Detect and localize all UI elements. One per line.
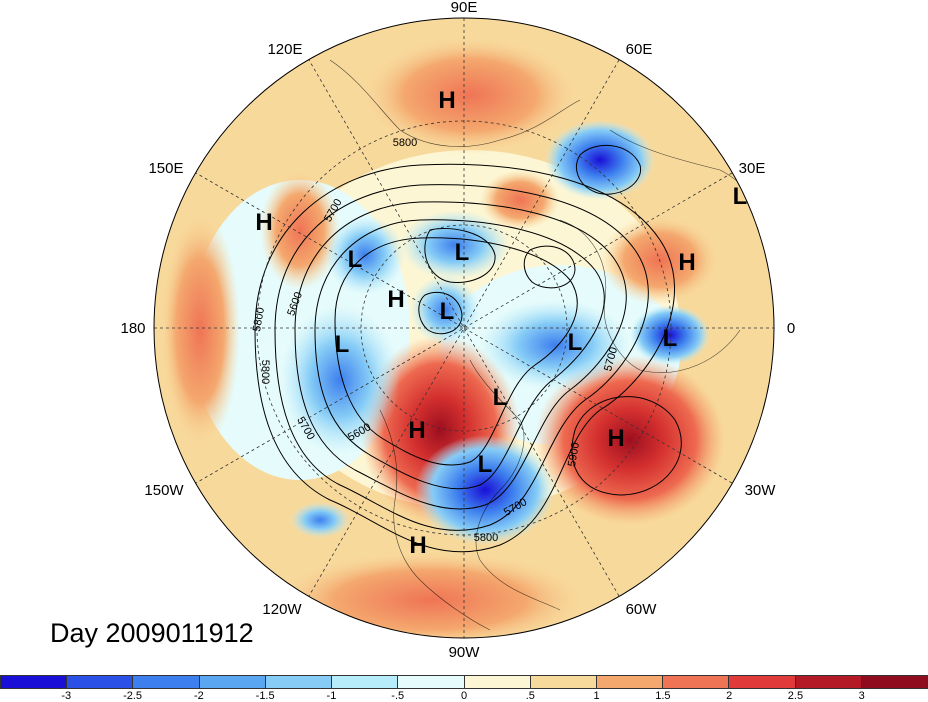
low-center: L — [493, 384, 508, 411]
colorbar-tick-label: -1 — [326, 690, 337, 702]
colorbar-tick-label: -2.5 — [123, 690, 143, 702]
colorbar-swatch — [332, 675, 399, 689]
high-center: H — [255, 209, 272, 236]
label-60e: 60E — [626, 41, 653, 58]
high-center: H — [607, 425, 624, 452]
low-center: L — [663, 325, 678, 352]
low-center: L — [440, 298, 455, 325]
high-center: H — [409, 532, 426, 559]
contour-label: 5800 — [474, 532, 498, 544]
colorbar — [0, 675, 928, 689]
map-border — [153, 17, 775, 639]
pressure-centers: H L H L L H L L H L L H L H L H — [255, 87, 747, 559]
low-center: L — [568, 329, 583, 356]
label-180: 180 — [120, 320, 145, 337]
label-0: 0 — [787, 320, 795, 337]
label-60w: 60W — [626, 601, 658, 618]
contour-label: 5800 — [393, 137, 417, 149]
colorbar-swatch — [398, 675, 465, 689]
label-30e: 30E — [739, 160, 766, 177]
low-center: L — [455, 239, 470, 266]
label-150w: 150W — [144, 482, 184, 499]
label-120e: 120E — [267, 41, 302, 58]
colorbar-tick-label: 3 — [858, 690, 865, 702]
label-90w: 90W — [449, 644, 481, 661]
anomaly-field — [154, 18, 774, 638]
colorbar-swatch — [795, 675, 862, 689]
colorbar-swatch — [265, 675, 333, 689]
high-center: H — [408, 417, 425, 444]
colorbar-tick-label: -3 — [61, 690, 72, 702]
longitude-labels: 90E 60E 30E 0 30W 60W 90W 120W 150W 180 … — [120, 0, 795, 661]
low-center: L — [478, 451, 493, 478]
low-center: L — [733, 183, 748, 210]
low-center: L — [335, 331, 350, 358]
colorbar-tick-label: 0 — [460, 690, 468, 702]
colorbar-tick-label: 1.5 — [655, 690, 671, 702]
colorbar-swatch — [133, 675, 200, 689]
contour-label: 5800 — [251, 306, 267, 332]
colorbar-swatch — [67, 675, 134, 689]
high-center: H — [438, 87, 455, 114]
height-contours — [254, 144, 682, 553]
label-150e: 150E — [148, 160, 183, 177]
colorbar-tick-label: -.5 — [391, 690, 405, 702]
map-title: Day 2009011912 — [50, 618, 254, 648]
label-120w: 120W — [262, 601, 302, 618]
colorbar-swatch — [199, 675, 266, 689]
colorbar-tick-label: 1 — [593, 690, 600, 702]
colorbar-tick-label: -1.5 — [255, 690, 275, 702]
colorbar-swatch — [729, 675, 796, 689]
label-30w: 30W — [745, 482, 777, 499]
graticule — [154, 18, 774, 638]
colorbar-tick-labels: -3 -2.5 -2 -1.5 -1 -.5 0 .5 1 1.5 2 2.5 3 — [0, 689, 928, 702]
colorbar-swatch — [596, 675, 664, 689]
high-center: H — [678, 249, 695, 276]
colorbar-swatch — [464, 675, 531, 689]
colorbar-tick-label: 2 — [726, 690, 733, 702]
low-center: L — [348, 246, 363, 273]
contour-label: 5900 — [566, 441, 582, 467]
high-center: H — [387, 286, 404, 313]
colorbar-tick-label: .5 — [525, 690, 535, 702]
colorbar-tick-label: -2 — [193, 690, 204, 702]
contour-label: 5800 — [259, 360, 271, 384]
colorbar-swatch — [530, 675, 597, 689]
colorbar-swatch — [0, 675, 68, 689]
colorbar-tick-label: 2.5 — [787, 690, 804, 702]
colorbar-swatch — [861, 675, 928, 689]
colorbar-swatch — [663, 675, 730, 689]
label-90e: 90E — [451, 0, 478, 16]
coastlines — [329, 59, 771, 631]
